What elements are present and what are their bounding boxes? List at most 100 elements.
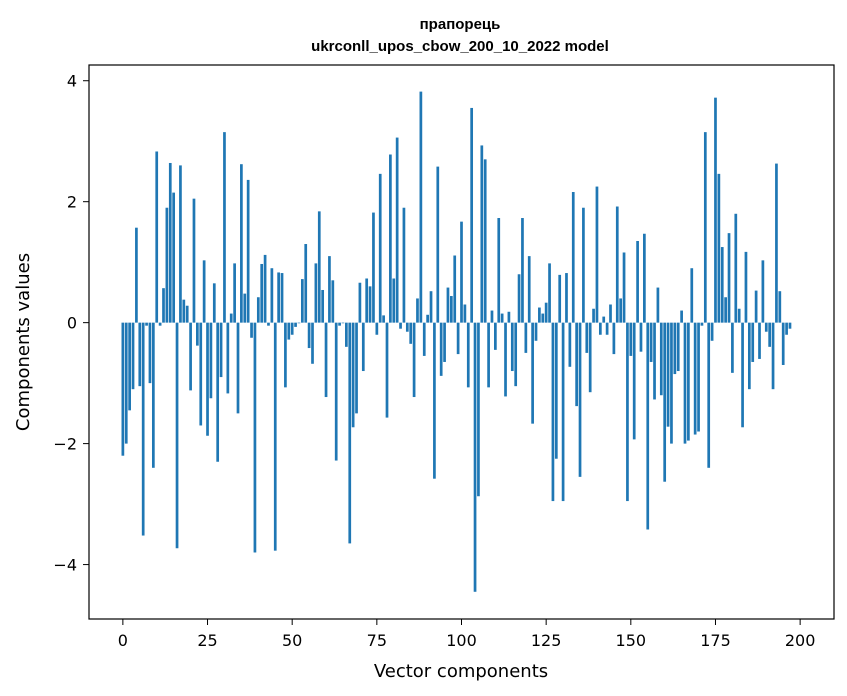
x-axis-ticks: 0 25 50 75 100 125 150 175 200 <box>118 619 815 650</box>
bar <box>582 207 585 323</box>
bar <box>687 322 690 441</box>
bar <box>544 302 548 323</box>
bar <box>446 287 450 323</box>
bar <box>598 322 602 335</box>
bar <box>331 280 335 323</box>
bar <box>724 297 727 323</box>
bar <box>449 296 453 323</box>
bar <box>172 192 176 323</box>
bar <box>304 244 308 323</box>
bar <box>392 278 396 323</box>
x-axis-label: Vector components <box>374 661 548 682</box>
bar <box>771 322 775 390</box>
bar <box>470 107 474 323</box>
bar <box>639 322 643 352</box>
bar <box>287 322 291 340</box>
bar <box>317 211 321 323</box>
bar <box>273 322 277 551</box>
bar <box>778 291 782 323</box>
bar <box>585 322 589 353</box>
bar <box>348 322 352 544</box>
bar <box>619 298 623 323</box>
bar <box>727 233 731 323</box>
bar <box>124 322 128 444</box>
bar <box>409 322 413 344</box>
bar <box>436 166 440 323</box>
bar <box>558 274 562 323</box>
bar <box>646 322 650 530</box>
bar <box>541 313 545 323</box>
bar <box>226 322 230 394</box>
bar <box>378 173 382 323</box>
bar <box>737 308 741 323</box>
bar <box>531 322 534 424</box>
bar <box>382 315 385 323</box>
bar <box>365 278 369 323</box>
bar <box>734 213 738 323</box>
x-tick-label: 0 <box>118 631 128 650</box>
x-tick-label: 175 <box>700 631 731 650</box>
bar <box>290 322 294 335</box>
bar <box>277 272 280 323</box>
bar <box>260 263 264 323</box>
bar <box>328 256 331 323</box>
bar <box>659 322 663 396</box>
bar <box>219 322 223 378</box>
bar <box>500 313 504 323</box>
bar <box>602 316 606 323</box>
bar <box>622 252 626 323</box>
bar <box>697 322 700 432</box>
bar <box>643 233 646 323</box>
bar <box>636 241 639 323</box>
bar <box>385 322 389 418</box>
bar <box>419 91 423 323</box>
bar <box>690 268 694 323</box>
bar <box>345 322 348 347</box>
bar <box>405 322 409 332</box>
bar <box>707 322 711 468</box>
bar <box>466 322 470 388</box>
bar <box>473 322 477 592</box>
bar <box>754 290 758 323</box>
bar <box>338 322 341 326</box>
bar <box>524 322 528 353</box>
bar <box>548 263 551 323</box>
bar <box>510 322 514 372</box>
bar <box>307 322 311 349</box>
bar <box>192 198 196 323</box>
bar <box>135 227 138 323</box>
bar <box>653 322 656 400</box>
bar <box>521 218 524 323</box>
bar <box>629 322 633 356</box>
bar <box>250 322 253 338</box>
bar <box>456 322 460 355</box>
bar <box>155 151 159 323</box>
bar <box>246 179 250 323</box>
bar <box>314 263 318 323</box>
bar <box>527 256 531 323</box>
bar <box>578 322 582 477</box>
bar <box>720 247 724 323</box>
bar <box>165 207 169 323</box>
bar <box>785 322 788 335</box>
bar <box>429 291 433 323</box>
bar <box>612 322 616 355</box>
bar <box>670 322 673 444</box>
bar <box>565 273 568 323</box>
bar <box>731 322 734 373</box>
bar <box>504 322 507 397</box>
bar <box>361 322 365 372</box>
bar <box>267 322 270 326</box>
bar <box>128 322 131 411</box>
bar <box>683 322 687 444</box>
bar <box>453 255 457 323</box>
plot-frame <box>88 64 835 620</box>
bar <box>605 322 609 335</box>
bar <box>788 322 792 329</box>
bar <box>253 322 257 553</box>
bar <box>236 322 240 414</box>
bar <box>443 322 446 362</box>
x-tick-label: 75 <box>367 631 387 650</box>
bar <box>761 260 765 323</box>
